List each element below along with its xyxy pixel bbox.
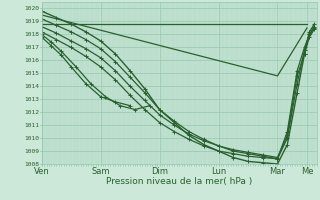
X-axis label: Pression niveau de la mer( hPa ): Pression niveau de la mer( hPa ) <box>106 177 252 186</box>
